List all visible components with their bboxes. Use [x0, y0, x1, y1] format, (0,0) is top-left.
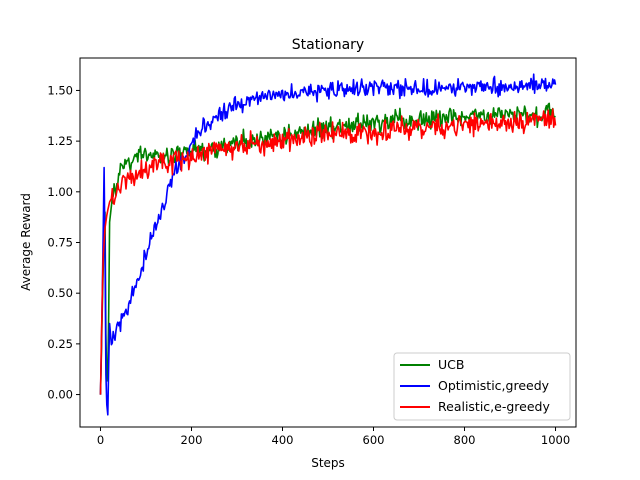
plot-frame [79, 57, 577, 428]
legend-label-realistic: Realistic,e-greedy [438, 399, 550, 414]
x-tick-label: 800 [454, 433, 476, 447]
x-tick-label: 1000 [541, 433, 570, 447]
y-tick-label: 0.00 [47, 388, 73, 402]
y-tick-label: 0.25 [47, 337, 73, 351]
y-axis-label: Average Reward [19, 193, 33, 291]
legend-box [393, 352, 571, 421]
tick-layer: 0 200 400 600 800 1000 0.00 0.25 0.50 0.75 1.00 1.2… [47, 83, 570, 447]
chart-title: Stationary [292, 37, 364, 53]
legend: UCB Optimistic,greedy Realistic,e-greedy [393, 352, 571, 421]
y-tick-label: 1.25 [47, 134, 73, 148]
legend-label-ucb: UCB [438, 357, 464, 372]
x-tick-label: 600 [363, 433, 385, 447]
x-tick-label: 200 [181, 433, 203, 447]
series-line-optimistic-greedy [99, 73, 557, 416]
series-line-realistic-e-greedy [99, 108, 557, 395]
x-axis-label: Steps [311, 456, 345, 470]
y-tick-label: 1.00 [47, 185, 73, 199]
x-tick-label: 0 [97, 433, 104, 447]
x-tick-label: 400 [272, 433, 294, 447]
legend-label-optimistic: Optimistic,greedy [438, 378, 550, 393]
y-tick-label: 1.50 [47, 83, 73, 97]
y-tick-label: 0.50 [47, 286, 73, 300]
y-tick-label: 0.75 [47, 236, 73, 250]
series-layer [99, 73, 557, 416]
